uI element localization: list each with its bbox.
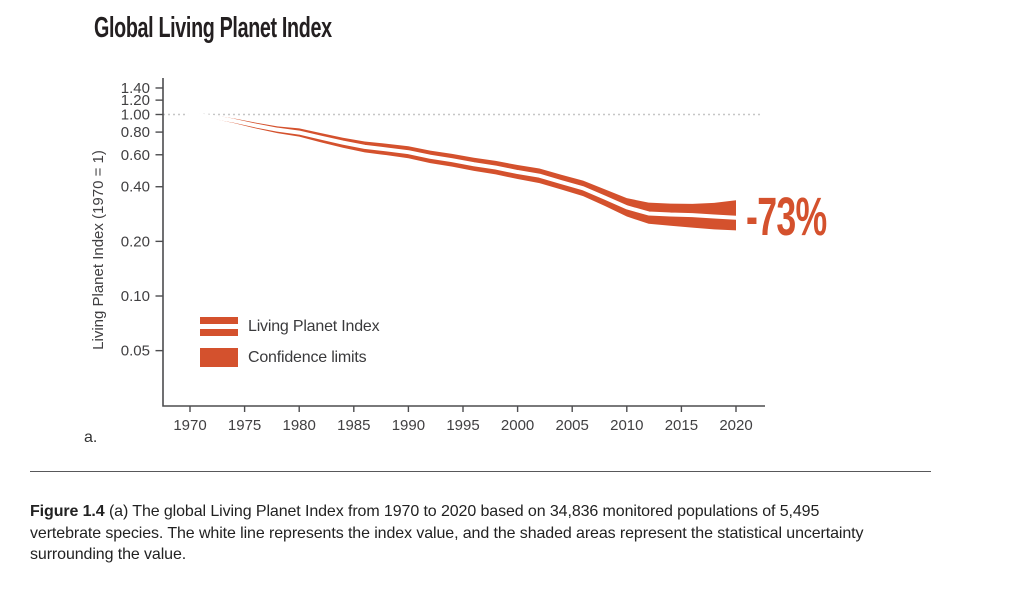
- panel-letter-label: a.: [84, 429, 98, 446]
- decline-percentage-annotation: -73%: [746, 187, 827, 247]
- index-line: [188, 112, 738, 220]
- legend-item-confidence-limits: Confidence limits: [200, 348, 379, 367]
- x-tick-label: 1970: [173, 417, 206, 434]
- axes-group: 1.401.201.000.80 0.60 0.40 0.20 0.10 0.05 1970…: [121, 78, 765, 434]
- section-divider: [30, 471, 931, 472]
- x-tick-label: 1995: [446, 417, 479, 434]
- figure-caption: Figure 1.4 (a) The global Living Planet …: [30, 501, 990, 566]
- x-tick-label: 2010: [610, 417, 643, 434]
- x-tick-label: 2020: [719, 417, 752, 434]
- y-axis-title: Living Planet Index (1970 = 1): [90, 150, 107, 350]
- index-line-group: [188, 112, 738, 220]
- chart-title: Global Living Planet Index: [94, 12, 332, 44]
- chart-svg: 1.401.201.000.80 0.60 0.40 0.20 0.10 0.05 1970…: [90, 78, 765, 434]
- chart-legend: Living Planet Index Confidence limits: [200, 317, 380, 379]
- y-tick-label: 0.20: [121, 233, 150, 250]
- confidence-band: [190, 114, 736, 231]
- caption-figure-number: Figure 1.4: [30, 503, 105, 520]
- x-tick-label: 2000: [501, 417, 534, 434]
- y-tick-label: 1.00: [121, 107, 150, 124]
- legend-swatch-confidence-band: [200, 348, 238, 367]
- y-tick-label: 0.05: [121, 343, 150, 360]
- legend-swatch-index-line: [200, 317, 238, 336]
- x-tick-label: 2005: [556, 417, 589, 434]
- caption-text: (a) The global Living Planet Index from …: [108, 503, 820, 520]
- x-tick-label: 2015: [665, 417, 698, 434]
- caption-line-3: surrounding the value.: [30, 546, 187, 563]
- y-tick-label: 0.80: [121, 124, 150, 141]
- confidence-band-group: [190, 114, 736, 231]
- legend-label: Living Planet Index: [248, 317, 380, 335]
- x-tick-label: 1975: [228, 417, 261, 434]
- y-tick-label: 1.20: [121, 92, 150, 109]
- x-tick-label: 1985: [337, 417, 370, 434]
- y-tick-label: 1.40: [121, 80, 150, 97]
- y-tick-label: 0.60: [121, 147, 150, 164]
- y-tick-label: 0.40: [121, 179, 150, 196]
- x-tick-label: 1990: [392, 417, 425, 434]
- y-tick-label: 0.10: [121, 288, 150, 305]
- caption-line-1: Figure 1.4 (a) The global Living Planet …: [30, 501, 990, 523]
- legend-item-living-planet-index: Living Planet Index: [200, 317, 380, 336]
- y-axis-label-group: Living Planet Index (1970 = 1): [90, 150, 107, 350]
- caption-line-2: vertebrate species. The white line repre…: [30, 524, 864, 542]
- x-tick-label: 1980: [283, 417, 316, 434]
- legend-label: Confidence limits: [248, 348, 367, 366]
